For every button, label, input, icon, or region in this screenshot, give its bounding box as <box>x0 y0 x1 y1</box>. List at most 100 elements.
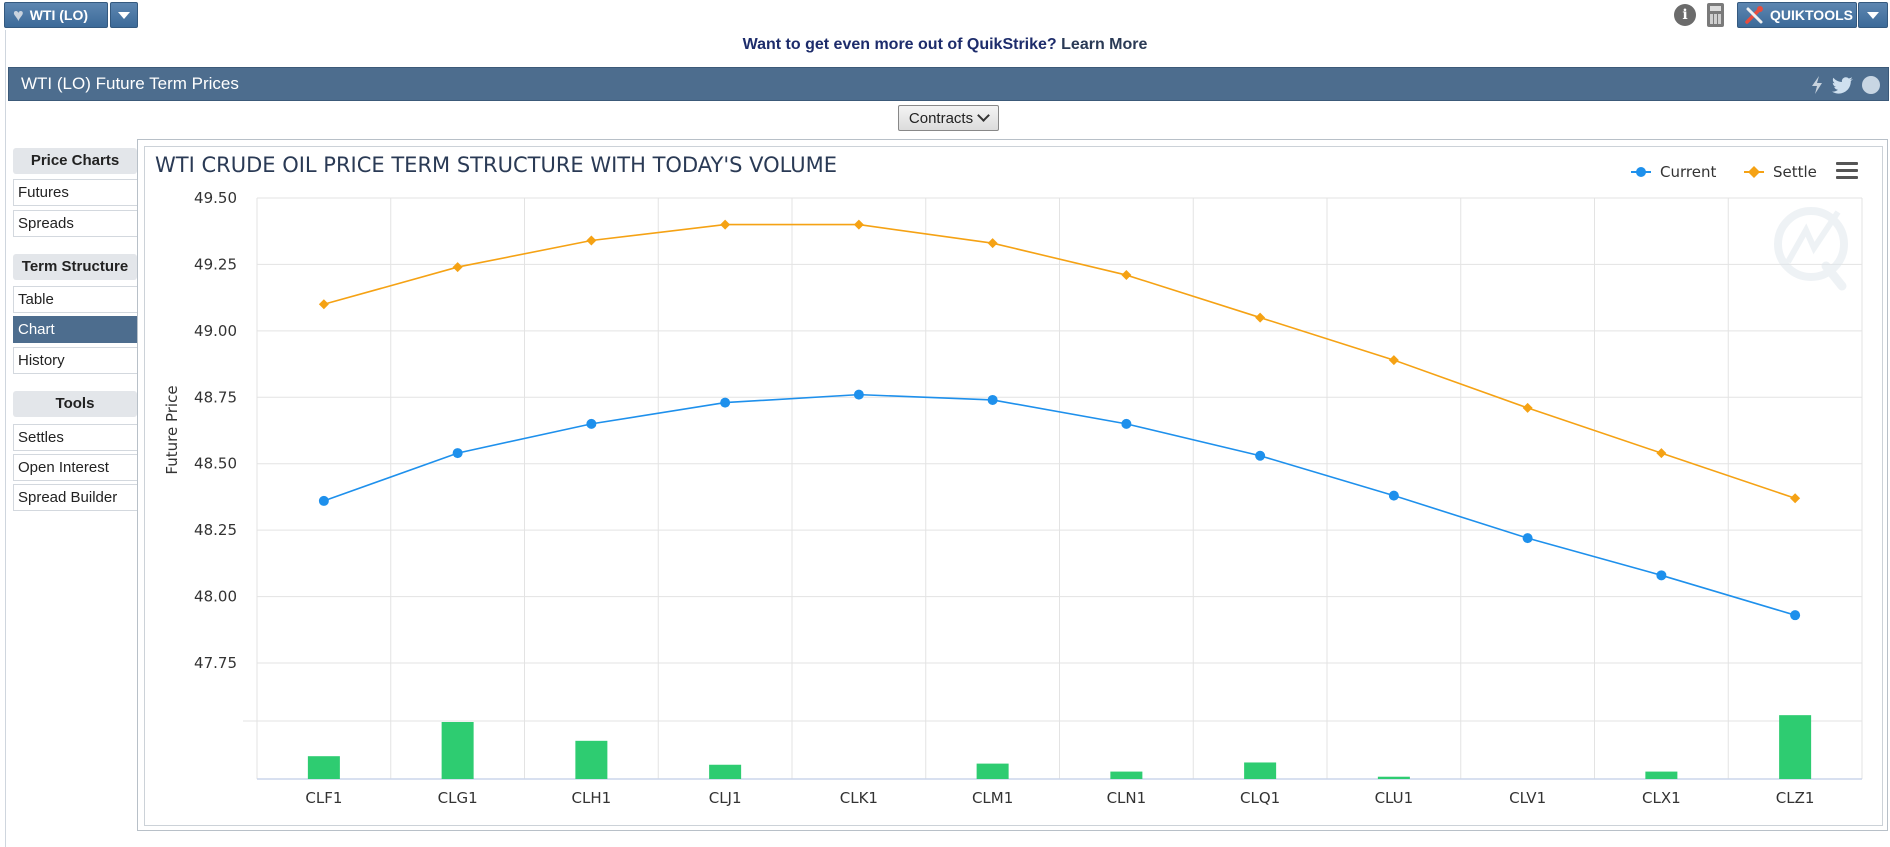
product-selector-button[interactable]: ♥ WTI (LO) <box>4 2 108 28</box>
volume-bar <box>1377 776 1410 779</box>
quikstrike-watermark-icon <box>1774 207 1848 291</box>
lightning-icon[interactable] <box>1810 75 1824 95</box>
volume-bar <box>307 756 340 779</box>
volume-bar <box>1110 771 1143 779</box>
data-point <box>987 238 998 249</box>
series-current[interactable] <box>318 389 1801 621</box>
sidebar-item-futures[interactable]: Futures <box>13 179 137 206</box>
sidebar-item-chart[interactable]: Chart <box>13 316 137 343</box>
title-bar-icons <box>1810 75 1880 95</box>
main-frame <box>5 30 1890 847</box>
data-point <box>586 235 597 246</box>
legend-label-settle: Settle <box>1773 163 1817 181</box>
contracts-dropdown-button[interactable]: Contracts <box>898 105 999 131</box>
collapse-icon[interactable] <box>1862 76 1880 94</box>
data-point <box>452 448 463 459</box>
sidebar-item-history[interactable]: History <box>13 347 137 374</box>
x-tick-label: CLQ1 <box>1240 789 1280 807</box>
x-tick-label: CLU1 <box>1375 789 1414 807</box>
data-point <box>318 495 329 506</box>
data-point <box>1522 402 1533 413</box>
heart-icon[interactable]: ♥ <box>13 4 24 25</box>
y-tick-label: 48.00 <box>194 588 237 606</box>
caret-down-icon <box>1867 11 1879 19</box>
volume-bar <box>976 763 1009 779</box>
series-line <box>323 223 1796 500</box>
legend-label-current: Current <box>1660 163 1716 181</box>
top-toolbar: ♥ WTI (LO) i QUIKTOOLS <box>0 0 1890 30</box>
data-point <box>452 262 463 273</box>
volume-bar <box>1244 762 1277 779</box>
y-tick-label: 48.50 <box>194 455 237 473</box>
quiktools-button[interactable]: QUIKTOOLS <box>1737 2 1857 28</box>
volume-bar <box>441 722 474 779</box>
y-tick-label: 49.50 <box>194 189 237 207</box>
data-point <box>853 219 864 230</box>
legend-item-settle[interactable]: Settle <box>1744 163 1817 181</box>
calculator-icon[interactable] <box>1707 3 1724 27</box>
x-tick-label: CLM1 <box>972 789 1013 807</box>
product-label: WTI (LO) <box>29 7 88 23</box>
y-tick-label: 47.75 <box>194 654 237 672</box>
quiktools-label: QUIKTOOLS <box>1770 7 1853 23</box>
data-point <box>1790 493 1801 504</box>
contracts-label: Contracts <box>908 109 974 127</box>
x-tick-label: CLZ1 <box>1776 789 1815 807</box>
caret-down-icon <box>118 11 130 19</box>
data-point <box>586 418 597 429</box>
promo-text: Want to get even more out of QuikStrike? <box>742 36 1057 53</box>
x-tick-label: CLH1 <box>572 789 612 807</box>
y-axis: 49.50 49.25 49.00 48.75 48.50 48.25 48.00 47.75 <box>194 189 237 672</box>
data-point <box>1255 312 1266 323</box>
data-point <box>318 299 329 310</box>
data-point <box>1121 418 1132 429</box>
data-point <box>1255 450 1266 461</box>
y-tick-label: 49.25 <box>194 255 237 273</box>
x-tick-label: CLF1 <box>305 789 342 807</box>
promo-banner: Want to get even more out of QuikStrike?… <box>0 36 1890 54</box>
tools-icon <box>1745 6 1763 24</box>
sidebar-section-tools: Tools <box>13 391 137 417</box>
chart-grid <box>243 197 1863 780</box>
x-tick-label: CLK1 <box>840 789 878 807</box>
chart-title: WTI CRUDE OIL PRICE TERM STRUCTURE WITH … <box>155 153 837 177</box>
y-tick-label: 49.00 <box>194 322 237 340</box>
sidebar-item-spreads[interactable]: Spreads <box>13 210 137 237</box>
data-point <box>1656 448 1667 459</box>
series-settle[interactable] <box>318 219 1801 504</box>
x-tick-label: CLV1 <box>1509 789 1546 807</box>
data-point <box>1121 270 1132 281</box>
volume-bar <box>1645 771 1678 779</box>
chart-menu-icon[interactable] <box>1836 162 1858 180</box>
page-title-bar: WTI (LO) Future Term Prices <box>8 67 1889 101</box>
sidebar-item-open-interest[interactable]: Open Interest <box>13 454 137 481</box>
legend-item-current[interactable]: Current <box>1631 163 1716 181</box>
chart-container <box>144 146 1883 826</box>
volume-bars <box>307 715 1812 779</box>
data-point <box>720 219 731 230</box>
volume-bar <box>1779 715 1812 779</box>
info-icon[interactable]: i <box>1674 4 1696 26</box>
y-tick-label: 48.75 <box>194 388 237 406</box>
y-axis-label: Future Price <box>163 385 181 474</box>
product-dropdown-button[interactable] <box>110 2 138 28</box>
data-point <box>1388 355 1399 366</box>
x-tick-label: CLX1 <box>1642 789 1681 807</box>
x-tick-label: CLJ1 <box>709 789 742 807</box>
sidebar-item-spread-builder[interactable]: Spread Builder <box>13 484 137 511</box>
x-tick-label: CLN1 <box>1107 789 1147 807</box>
twitter-icon[interactable] <box>1832 76 1854 94</box>
series-line <box>323 393 1796 616</box>
sidebar-item-table[interactable]: Table <box>13 286 137 313</box>
legend: Current Settle <box>1631 163 1817 181</box>
data-point <box>1656 570 1667 581</box>
y-tick-label: 48.25 <box>194 521 237 539</box>
x-tick-label: CLG1 <box>438 789 478 807</box>
quiktools-dropdown-button[interactable] <box>1858 2 1888 28</box>
data-point <box>853 389 864 400</box>
data-point <box>720 397 731 408</box>
learn-more-link[interactable]: Learn More <box>1061 36 1148 53</box>
page-title: WTI (LO) Future Term Prices <box>21 74 239 93</box>
sidebar-item-settles[interactable]: Settles <box>13 424 137 451</box>
data-point <box>1522 533 1533 544</box>
